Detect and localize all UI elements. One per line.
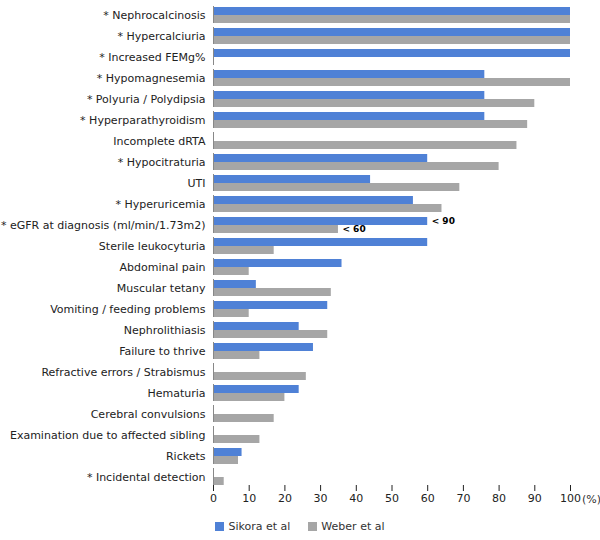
svg-text:100: 100	[560, 492, 581, 505]
html-text:Sikora et al: Sikora et al	[228, 519, 291, 533]
svg-text:* Polyuria / Polydipsia: * Polyuria / Polydipsia	[87, 93, 206, 106]
svg-text:* Hypocitraturia: * Hypocitraturia	[118, 156, 206, 169]
svg-text:20: 20	[278, 492, 292, 505]
svg-text:Nephrolithiasis: Nephrolithiasis	[124, 324, 206, 337]
svg-text:80: 80	[492, 492, 506, 505]
svg-text:90: 90	[528, 492, 542, 505]
svg-text:Cerebral convulsions: Cerebral convulsions	[91, 408, 206, 421]
svg-text:Refractive errors / Strabismus: Refractive errors / Strabismus	[41, 366, 205, 379]
svg-text:* Nephrocalcinosis: * Nephrocalcinosis	[103, 9, 205, 22]
svg-text:30: 30	[314, 492, 328, 505]
svg-text:Rickets: Rickets	[166, 450, 206, 463]
svg-text:10: 10	[242, 492, 256, 505]
svg-text:* Hyperuricemia: * Hyperuricemia	[116, 198, 206, 211]
svg-text:* eGFR at diagnosis (ml/min/1.: * eGFR at diagnosis (ml/min/1.73m2)	[1, 219, 206, 232]
svg-text:Examination due to affected si: Examination due to affected sibling	[10, 429, 206, 442]
html-text:Weber et al: Weber et al	[321, 519, 385, 533]
svg-text:UTI: UTI	[187, 177, 205, 190]
svg-text:Sterile leukocyturia: Sterile leukocyturia	[99, 240, 206, 253]
svg-text:70: 70	[456, 492, 470, 505]
svg-text:< 90: < 90	[432, 216, 455, 226]
svg-text:Muscular tetany: Muscular tetany	[117, 282, 206, 295]
svg-text:* Hypercalciuria: * Hypercalciuria	[117, 30, 205, 43]
svg-text:Hematuria: Hematuria	[147, 387, 205, 400]
svg-text:Incomplete dRTA: Incomplete dRTA	[113, 135, 206, 148]
svg-text:* Incidental detection: * Incidental detection	[87, 471, 206, 484]
svg-text:* Hyperparathyroidism: * Hyperparathyroidism	[80, 114, 205, 127]
svg-text:0: 0	[210, 492, 217, 505]
svg-text:< 60: < 60	[342, 224, 365, 234]
svg-text:Failure to thrive: Failure to thrive	[119, 345, 206, 358]
svg-text:Vomiting / feeding problems: Vomiting / feeding problems	[50, 303, 206, 316]
svg-text:50: 50	[385, 492, 399, 505]
svg-text:60: 60	[421, 492, 435, 505]
svg-text:Abdominal pain: Abdominal pain	[119, 261, 205, 274]
svg-text:* Hypomagnesemia: * Hypomagnesemia	[97, 72, 206, 85]
svg-text:* Increased FEMg%: * Increased FEMg%	[99, 51, 205, 64]
svg-text:40: 40	[349, 492, 363, 505]
